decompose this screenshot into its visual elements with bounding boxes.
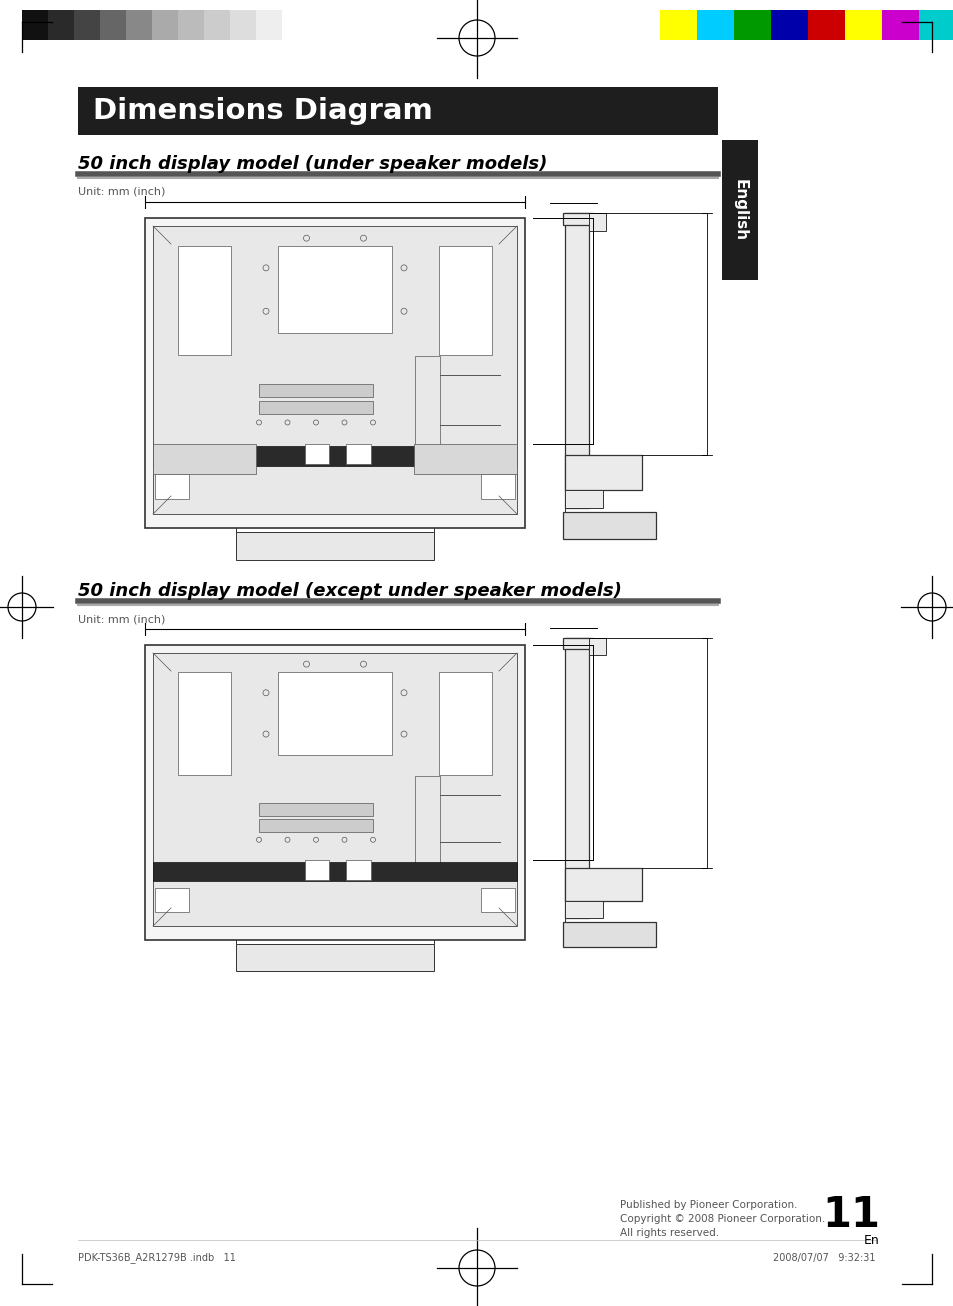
Bar (480, 474, 515, 499)
Bar (659, 10, 697, 40)
Bar (154, 474, 189, 499)
Bar (258, 384, 373, 397)
Bar (346, 444, 371, 465)
Bar (304, 861, 329, 879)
Bar (589, 213, 605, 231)
Bar (697, 10, 733, 40)
Text: Unit: mm (inch): Unit: mm (inch) (78, 614, 165, 624)
Bar (346, 861, 371, 879)
Bar (304, 444, 329, 465)
Bar (480, 888, 515, 912)
Bar (22, 10, 48, 40)
Bar (438, 673, 492, 776)
Bar (807, 10, 844, 40)
Bar (258, 803, 373, 815)
Bar (277, 673, 392, 755)
Bar (564, 454, 641, 490)
Bar (100, 10, 126, 40)
Bar (589, 639, 605, 654)
Bar (152, 444, 255, 474)
Text: Published by Pioneer Corporation.
Copyright © 2008 Pioneer Corporation.
All righ: Published by Pioneer Corporation. Copyri… (619, 1200, 824, 1238)
Bar (152, 226, 517, 515)
Bar (415, 355, 439, 454)
Bar (258, 819, 373, 832)
Text: 2008/07/07   9:32:31: 2008/07/07 9:32:31 (773, 1252, 875, 1263)
Bar (564, 639, 589, 918)
Bar (48, 10, 74, 40)
Text: Unit: mm (inch): Unit: mm (inch) (78, 187, 165, 197)
Bar (126, 10, 152, 40)
Text: 50 inch display model (under speaker models): 50 inch display model (under speaker mod… (78, 155, 547, 172)
Bar (562, 213, 593, 225)
Bar (178, 10, 204, 40)
Bar (145, 218, 524, 528)
Bar (562, 512, 656, 538)
Bar (236, 944, 434, 970)
Bar (415, 776, 439, 870)
Bar (564, 213, 589, 508)
Bar (564, 901, 603, 918)
Bar (78, 88, 718, 135)
Bar (562, 922, 656, 947)
Bar (277, 246, 392, 333)
Bar (152, 10, 178, 40)
Bar (152, 862, 517, 882)
Bar (770, 10, 807, 40)
Bar (918, 10, 953, 40)
Text: 50 inch display model (except under speaker models): 50 inch display model (except under spea… (78, 582, 621, 599)
Bar (562, 639, 593, 649)
Bar (258, 401, 373, 414)
Bar (733, 10, 770, 40)
Text: 11: 11 (821, 1194, 879, 1235)
Bar (145, 645, 524, 940)
Bar (152, 445, 517, 466)
Bar (154, 888, 189, 912)
Bar (230, 10, 255, 40)
Bar (236, 532, 434, 560)
Bar (255, 10, 282, 40)
Bar (178, 673, 231, 776)
Text: PDK-TS36B_A2R1279B .indb   11: PDK-TS36B_A2R1279B .indb 11 (78, 1252, 235, 1263)
Text: English: English (732, 179, 747, 242)
Text: En: En (863, 1233, 879, 1246)
Bar (204, 10, 230, 40)
Bar (882, 10, 918, 40)
Bar (564, 490, 603, 508)
Bar (564, 867, 641, 901)
Bar (414, 444, 517, 474)
Text: Dimensions Diagram: Dimensions Diagram (92, 97, 433, 125)
Bar (74, 10, 100, 40)
Bar (152, 653, 517, 926)
Bar (721, 140, 758, 279)
Bar (844, 10, 882, 40)
Bar (178, 246, 231, 355)
Bar (438, 246, 492, 355)
